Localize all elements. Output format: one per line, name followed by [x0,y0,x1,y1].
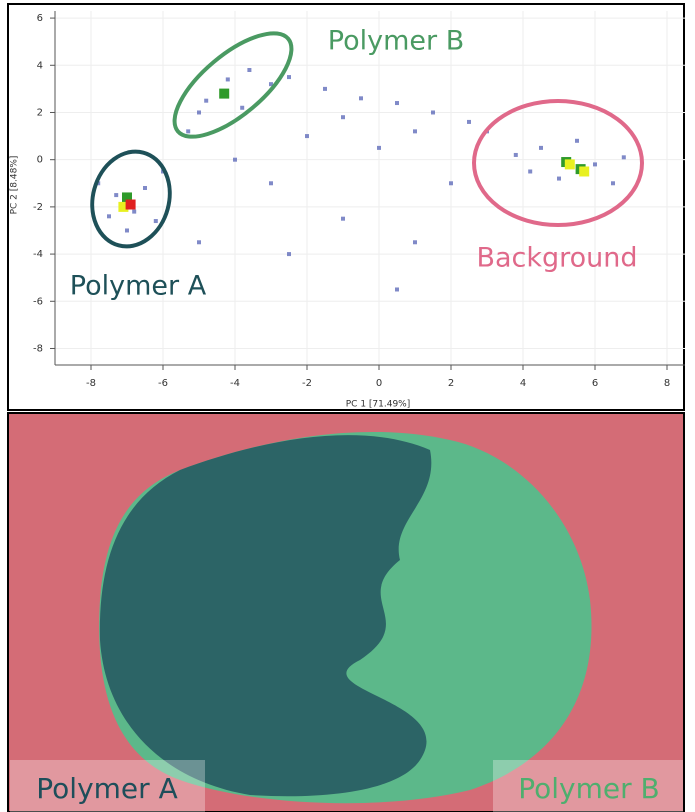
y-tick-label: 4 [37,60,43,71]
y-axis-label: PC 2 [8.48%] [10,156,20,215]
y-tick-label: 6 [37,13,43,24]
point [233,157,237,162]
x-tick-label: -4 [230,378,240,389]
point [579,166,590,177]
ellipse-polymer-b [172,31,294,139]
point [269,181,273,186]
label-box [493,760,683,812]
point [107,214,111,219]
image-label: Polymer A [36,772,177,805]
polymer-a-region [99,435,432,797]
x-tick-label: 2 [448,378,454,389]
point [341,216,345,221]
x-tick-label: 6 [592,378,598,389]
point [431,110,435,115]
x-tick-label: 4 [520,378,526,389]
point [557,176,561,181]
point [269,82,273,87]
x-tick-label: -6 [158,378,168,389]
point [377,145,381,150]
annotation: Polymer B [328,26,464,57]
point [197,240,201,245]
point [287,252,291,257]
point [125,228,129,233]
point [413,129,417,134]
y-tick-label: -8 [33,343,43,354]
point [247,68,252,72]
y-tick-label: 0 [37,155,43,166]
point [564,159,575,170]
annotation: Polymer A [70,271,207,302]
point [413,240,417,245]
y-tick-label: -4 [33,249,43,260]
point [197,110,201,115]
point [611,181,615,186]
point [449,181,453,186]
point [240,105,245,110]
point [287,75,291,80]
x-tick-label: -2 [302,378,312,389]
point [143,186,147,190]
annotation: Background [476,243,637,274]
point [204,98,209,103]
point [114,193,119,198]
point [305,134,309,139]
point [118,201,129,212]
point [132,209,137,214]
point [186,129,191,134]
point [225,77,230,82]
point [621,155,626,160]
point [575,138,579,143]
point [341,115,345,120]
point [359,96,363,101]
y-tick-label: 2 [37,107,43,118]
x-tick-label: 0 [376,378,382,389]
plot: -8 -6 -4 -2 0 2 4 6 8 -8 -6 -4 -2 0 2 4 6 [33,11,685,389]
point [122,192,132,203]
point [219,88,230,99]
false-color-image: Polymer A Polymer B [7,412,685,812]
point [125,199,136,210]
point [513,152,518,157]
image-label: Polymer B [518,772,660,805]
y-tick-label: -2 [33,202,43,213]
ellipse-background [472,99,644,227]
point [467,119,471,124]
point [528,169,533,174]
x-axis-label: PC 1 [71.49%] [346,400,411,410]
x-tick-label: -8 [86,378,96,389]
point [395,101,399,106]
point [593,162,597,167]
y-tick-label: -6 [33,296,43,307]
point [539,145,543,150]
x-tick-label: 8 [664,378,670,389]
point [395,287,399,292]
ellipse-polymer-a [90,149,172,249]
point [323,86,327,91]
point [153,219,158,224]
label-box [10,760,205,812]
